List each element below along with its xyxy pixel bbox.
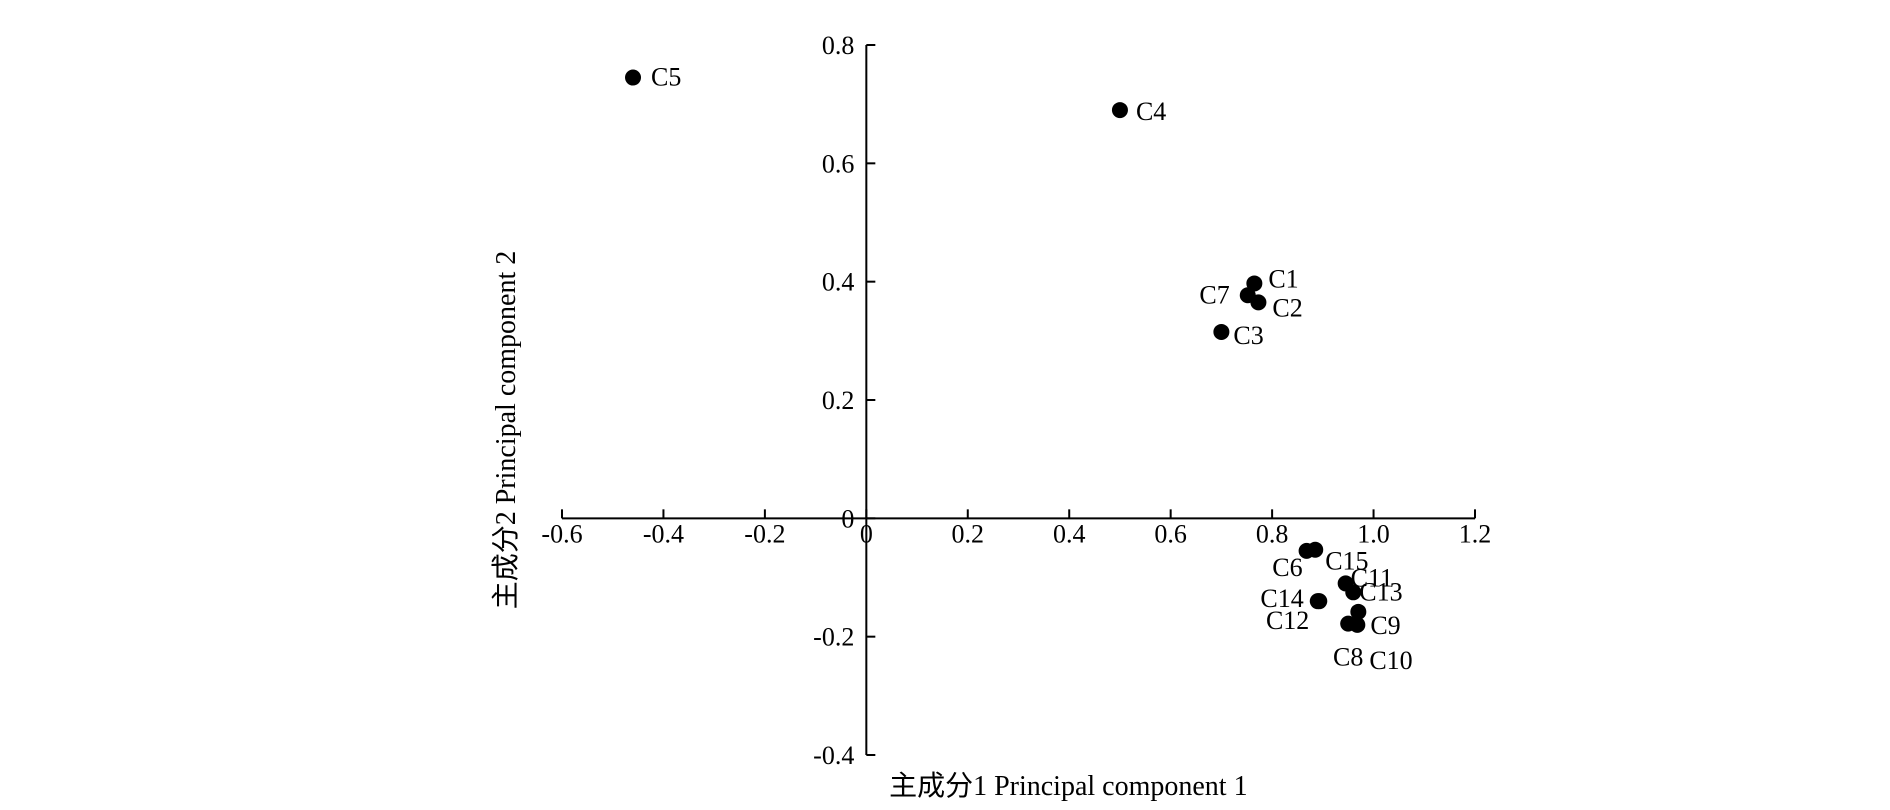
point-label-c5: C5	[651, 63, 681, 92]
x-tick-label: -0.2	[744, 519, 785, 548]
y-tick-label: 0.6	[822, 149, 855, 178]
point-label-c9: C9	[1370, 611, 1400, 640]
y-tick-label: 0.2	[822, 386, 855, 415]
point-label-c15: C15	[1325, 547, 1368, 576]
x-tick-label: 0.2	[952, 519, 985, 548]
data-point-c9	[1350, 603, 1367, 620]
data-point-c4	[1111, 102, 1128, 119]
y-axis-title: 主成分2 Principal component 2	[490, 251, 522, 610]
point-label-c4: C4	[1136, 97, 1166, 126]
data-point-c10	[1349, 616, 1366, 633]
x-tick-label: 1.2	[1459, 519, 1492, 548]
point-label-c8: C8	[1333, 643, 1363, 672]
data-point-c5	[625, 69, 642, 86]
y-tick-label: -0.2	[813, 623, 854, 652]
y-tick-label: 0.8	[822, 31, 855, 60]
point-label-c14: C14	[1260, 584, 1303, 613]
x-tick-label: 0	[860, 519, 873, 548]
point-label-c6: C6	[1272, 553, 1302, 582]
y-tick-label: -0.4	[813, 741, 854, 770]
point-label-c1: C1	[1268, 264, 1298, 293]
point-label-c10: C10	[1369, 646, 1412, 675]
point-label-c3: C3	[1233, 321, 1263, 350]
point-label-c2: C2	[1272, 293, 1302, 322]
data-point-c3	[1213, 323, 1230, 340]
point-label-c13: C13	[1359, 577, 1402, 606]
data-point-c13	[1345, 584, 1362, 601]
x-tick-label: -0.4	[643, 519, 684, 548]
y-tick-label: 0.4	[822, 268, 855, 297]
data-point-c1	[1246, 275, 1263, 292]
data-point-c7	[1239, 287, 1256, 304]
x-tick-label: 1.0	[1357, 519, 1390, 548]
x-tick-label: 0.8	[1256, 519, 1289, 548]
point-label-c12: C12	[1266, 606, 1309, 635]
data-point-c14	[1309, 593, 1326, 610]
point-label-c7: C7	[1199, 280, 1229, 309]
axes: -0.6 -0.4 -0.2 0 0.2 0.4 0.6 0.8 1.0 1.2 -0.4 -0.2 0…	[541, 31, 1491, 770]
x-tick-label: 0.4	[1053, 519, 1086, 548]
x-axis-title: 主成分1 Principal component 1	[889, 770, 1248, 802]
y-tick-label: 0	[841, 504, 854, 533]
data-point-c15	[1307, 541, 1324, 558]
point-label-c11: C11	[1351, 563, 1393, 592]
data-points	[625, 69, 1367, 633]
x-tick-label: -0.6	[541, 519, 582, 548]
x-tick-label: 0.6	[1154, 519, 1187, 548]
